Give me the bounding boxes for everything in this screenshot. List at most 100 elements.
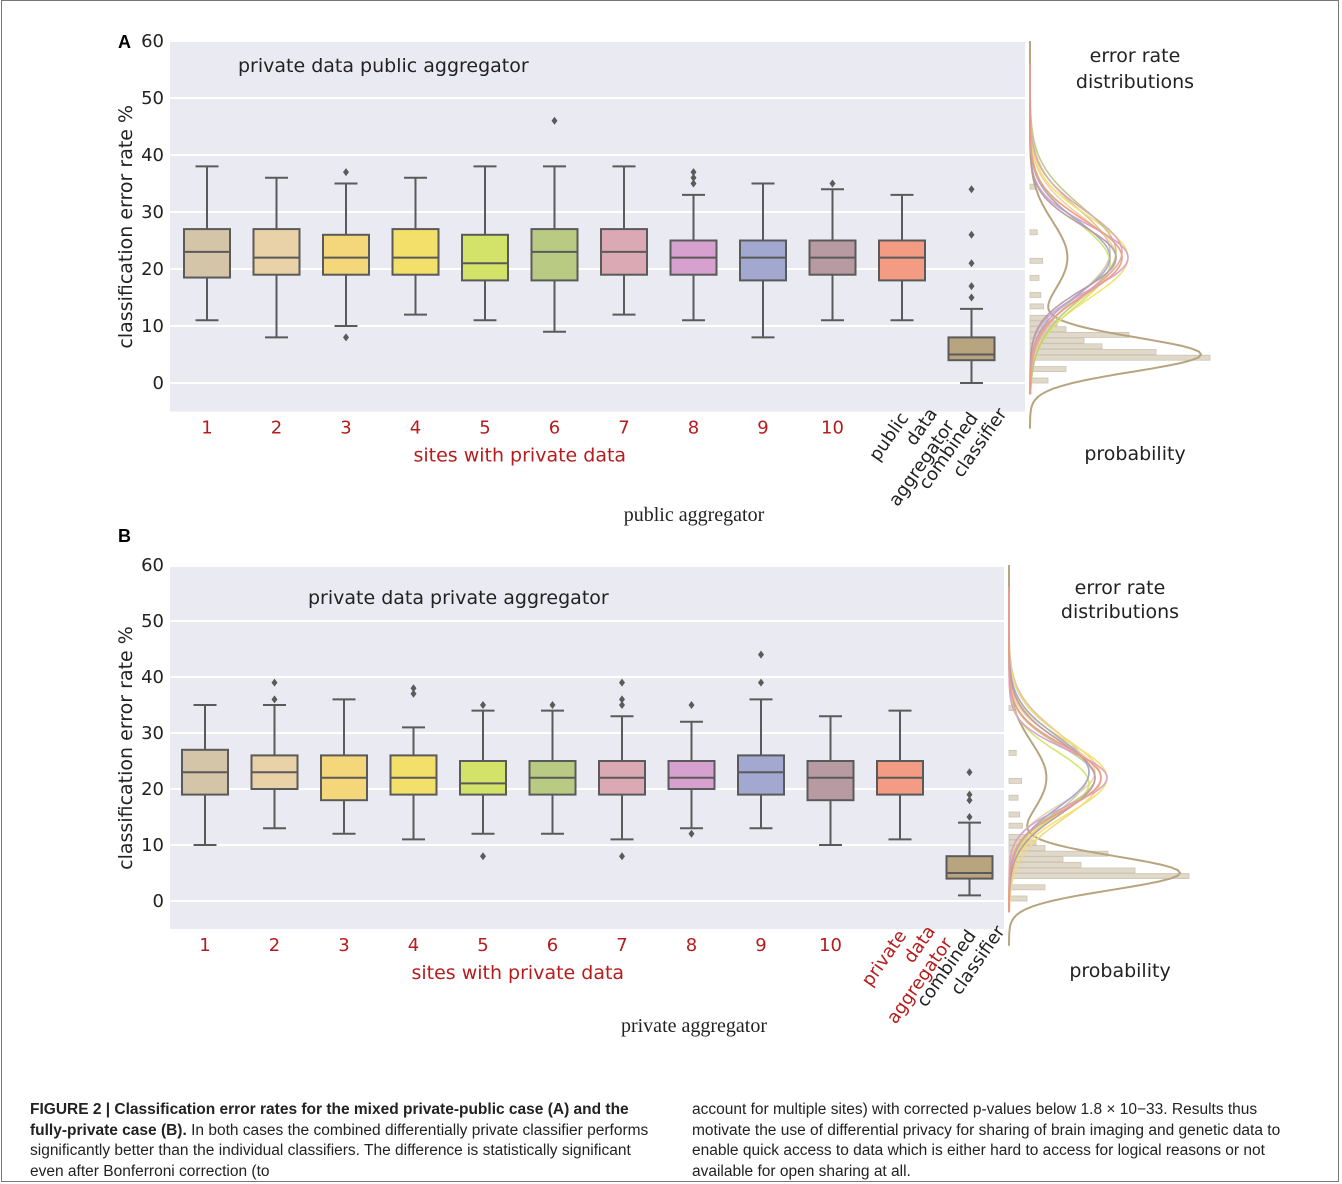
x-tick-label: 10 <box>821 418 844 439</box>
outlier-point <box>619 701 625 709</box>
x-tick-label: 1 <box>199 935 210 956</box>
box-10 <box>808 179 857 322</box>
outlier-point <box>829 179 836 188</box>
outlier-point <box>688 701 695 709</box>
panel-b: B 0 10 20 30 40 50 60 classification error rate… <box>115 526 1190 1037</box>
outlier-point <box>690 173 697 182</box>
y-axis-label: classification error rate % <box>115 626 137 870</box>
y-tick-label: 20 <box>141 259 164 280</box>
outlier-point <box>271 695 278 704</box>
y-tick-label: 50 <box>141 88 164 109</box>
side-xlabel: probability <box>1084 443 1185 465</box>
histogram-bar <box>1008 884 1046 891</box>
histogram-bar <box>1029 257 1044 264</box>
outlier-point <box>966 796 973 805</box>
caption-column-2: account for multiple sites) with correct… <box>692 1100 1317 1182</box>
y-tick-label: 10 <box>141 835 164 856</box>
x-axis-label: sites with private data <box>411 962 624 984</box>
y-tick-label: 0 <box>153 373 164 394</box>
histogram-bar <box>1008 811 1021 818</box>
x-tick-label: 4 <box>408 935 419 956</box>
box-1 <box>183 165 231 322</box>
caption-bold: FIGURE 2 | Classification error rates fo… <box>30 1101 629 1139</box>
panel-subtitle: public aggregator <box>624 504 765 526</box>
box-private-data-aggregator <box>876 709 924 841</box>
outlier-point <box>968 282 975 291</box>
caption-text-1: In both cases the combined differentiall… <box>30 1121 649 1180</box>
outlier-point <box>480 701 486 709</box>
outlier-point <box>343 168 349 177</box>
histogram-bar <box>1008 895 1028 902</box>
y-tick-label: 30 <box>141 723 164 744</box>
outlier-point <box>968 259 975 268</box>
x-tick-label: 9 <box>757 418 768 439</box>
side-title-line2: distributions <box>1076 71 1194 93</box>
histogram-bar <box>1008 856 1064 863</box>
box-iqr <box>806 760 855 802</box>
outlier-point <box>688 829 695 838</box>
outlier-point <box>343 333 349 342</box>
box-iqr <box>389 754 438 796</box>
histogram-bar <box>1029 343 1103 350</box>
panel-b-letter: B <box>118 526 131 546</box>
histogram-bar <box>1029 366 1067 373</box>
histogram-bar <box>1029 337 1085 344</box>
box-iqr <box>667 760 716 790</box>
y-tick-label: 60 <box>141 555 164 576</box>
y-tick-label: 40 <box>141 145 164 166</box>
x-axis-label: sites with private data <box>413 445 626 467</box>
histogram-bar <box>1029 331 1130 338</box>
x-tick-label: 6 <box>549 418 560 439</box>
box-combined-classifier <box>947 185 996 384</box>
outlier-point <box>690 179 697 188</box>
outlier-point <box>966 790 973 799</box>
box-public-data-aggregator <box>878 193 926 322</box>
x-tick-label: 4 <box>410 418 421 439</box>
histogram-bar <box>1029 292 1042 298</box>
outlier-point <box>619 695 625 704</box>
caption-text-2: account for multiple sites) with correct… <box>692 1101 1281 1180</box>
histogram-bar <box>1008 750 1017 756</box>
x-tick-label: 7 <box>618 418 629 439</box>
outlier-point <box>410 689 417 698</box>
box-9 <box>739 182 787 339</box>
box-iqr <box>461 233 509 282</box>
box-6 <box>530 116 579 333</box>
histogram-bar <box>1008 867 1136 874</box>
x-tick-label: 3 <box>338 935 349 956</box>
caption-column-1: FIGURE 2 | Classification error rates fo… <box>30 1100 650 1182</box>
histogram-bar <box>1029 303 1044 310</box>
box-iqr <box>252 228 301 276</box>
y-tick-label: 60 <box>141 31 164 52</box>
chart-title: private data public aggregator <box>238 55 529 77</box>
box-8 <box>669 168 718 322</box>
box-2 <box>250 678 299 830</box>
x-tick-label: 1 <box>201 418 212 439</box>
x-tick-label: 2 <box>269 935 280 956</box>
panel-subtitle: private aggregator <box>621 1015 767 1037</box>
panel-a-letter: A <box>118 32 131 52</box>
outlier-point <box>410 684 417 693</box>
outlier-point <box>758 678 764 687</box>
chart-title: private data private aggregator <box>308 587 609 609</box>
box-iqr <box>737 754 785 796</box>
outlier-point <box>480 852 486 861</box>
density-curve-site <box>1008 587 1102 913</box>
histogram-bar <box>1029 229 1038 236</box>
box-iqr <box>391 228 440 276</box>
histogram-bar <box>1008 778 1023 784</box>
outlier-point <box>758 650 764 659</box>
box-iqr <box>183 228 231 279</box>
outlier-point <box>966 813 973 821</box>
box-iqr <box>459 760 507 796</box>
outlier-point <box>966 768 973 777</box>
outlier-point <box>690 168 697 177</box>
histogram-bar <box>1008 850 1109 857</box>
histogram-bar <box>1029 349 1157 355</box>
box-6 <box>528 701 577 835</box>
histogram-bar <box>1029 377 1049 384</box>
box-9 <box>737 650 785 830</box>
y-tick-label: 30 <box>141 202 164 223</box>
y-tick-label: 0 <box>153 891 164 912</box>
